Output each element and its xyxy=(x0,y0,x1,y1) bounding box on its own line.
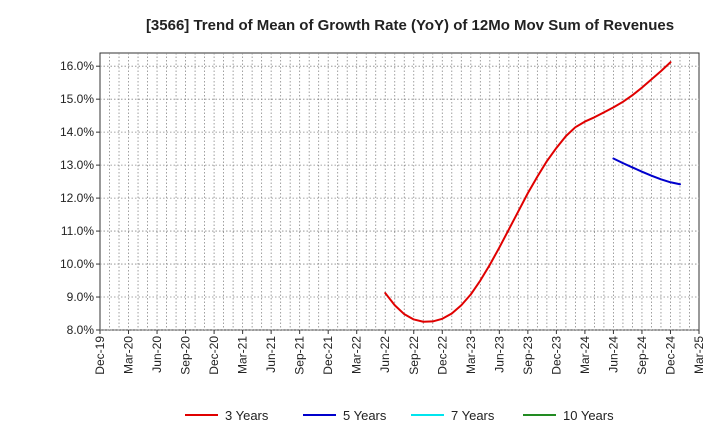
x-tick-label: Dec-21 xyxy=(321,336,335,375)
chart-title: [3566] Trend of Mean of Growth Rate (YoY… xyxy=(146,17,674,34)
y-tick-label: 15.0% xyxy=(60,92,94,106)
grid-layer xyxy=(100,53,699,331)
y-tick-label: 10.0% xyxy=(60,257,94,271)
series-line-5-years xyxy=(612,157,681,186)
y-tick-label: 9.0% xyxy=(67,290,95,304)
legend-label: 3 Years xyxy=(225,408,269,423)
x-tick-label: Sep-24 xyxy=(635,336,649,375)
x-tick-label: Jun-24 xyxy=(606,336,620,373)
legend: 3 Years 5 Years 7 Years 10 Years xyxy=(185,408,614,423)
x-tick-label: Sep-22 xyxy=(407,336,421,375)
series-layer xyxy=(384,61,681,323)
x-tick-label: Dec-23 xyxy=(549,336,563,375)
x-tick-label: Sep-20 xyxy=(179,336,193,375)
x-tick-label: Dec-19 xyxy=(93,336,107,375)
y-tick-label: 14.0% xyxy=(60,125,94,139)
legend-label: 10 Years xyxy=(563,408,614,423)
x-tick-label: Jun-21 xyxy=(264,336,278,373)
x-tick-label: Dec-22 xyxy=(435,336,449,375)
x-tick-label: Dec-20 xyxy=(207,336,221,375)
legend-label: 5 Years xyxy=(343,408,387,423)
y-tick-label: 11.0% xyxy=(61,224,94,238)
x-tick-label: Mar-20 xyxy=(122,336,136,374)
x-tick-label: Jun-23 xyxy=(492,336,506,373)
x-tick-label: Mar-22 xyxy=(350,336,364,374)
plot-area xyxy=(99,52,700,331)
y-tick-label: 13.0% xyxy=(60,158,94,172)
series-line-3-years xyxy=(384,61,672,323)
y-tick-label: 16.0% xyxy=(60,59,94,73)
y-tick-label: 12.0% xyxy=(60,191,94,205)
x-tick-label: Sep-21 xyxy=(293,336,307,375)
x-tick-label: Mar-21 xyxy=(236,336,250,374)
x-axis: Dec-19 Mar-20 Jun-20 Sep-20 Dec-20 Mar-21 Jun-… xyxy=(93,330,706,375)
y-axis: 8.0% 9.0% 10.0% 11.0% 12.0% 13.0% 14.0% 15.0% 16… xyxy=(60,59,100,337)
legend-item-3-years: 3 Years xyxy=(185,408,269,423)
legend-item-10-years: 10 Years xyxy=(523,408,614,423)
legend-label: 7 Years xyxy=(451,408,495,423)
x-tick-label: Mar-24 xyxy=(578,336,592,374)
x-tick-label: Jun-22 xyxy=(378,336,392,373)
legend-item-7-years: 7 Years xyxy=(411,408,495,423)
y-tick-label: 8.0% xyxy=(67,323,95,337)
x-tick-label: Sep-23 xyxy=(521,336,535,375)
legend-item-5-years: 5 Years xyxy=(303,408,387,423)
x-tick-label: Mar-25 xyxy=(692,336,706,374)
x-tick-label: Dec-24 xyxy=(663,336,677,375)
x-tick-label: Mar-23 xyxy=(464,336,478,374)
x-tick-label: Jun-20 xyxy=(150,336,164,373)
